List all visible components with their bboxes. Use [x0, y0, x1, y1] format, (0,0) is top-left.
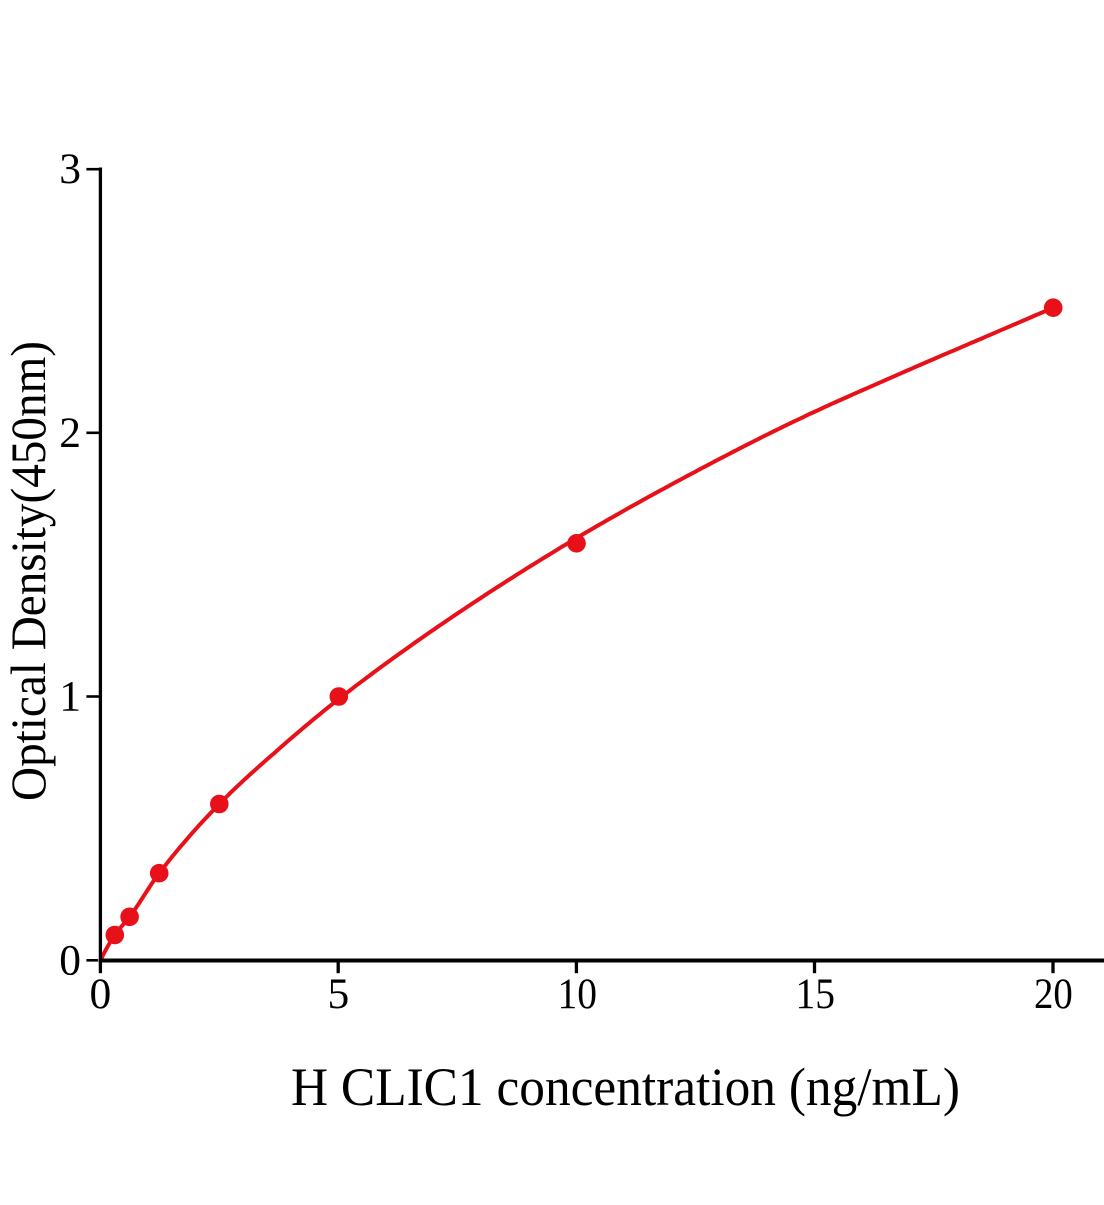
svg-text:H CLIC1 concentration (ng/mL): H CLIC1 concentration (ng/mL) [291, 1057, 960, 1117]
svg-text:2: 2 [59, 409, 81, 457]
svg-text:5: 5 [328, 970, 350, 1018]
svg-text:15: 15 [796, 970, 836, 1018]
svg-text:Optical Density(450nm): Optical Density(450nm) [0, 341, 56, 801]
svg-text:3: 3 [59, 145, 81, 193]
svg-text:10: 10 [557, 970, 597, 1018]
svg-text:1: 1 [59, 673, 81, 721]
svg-text:0: 0 [59, 936, 81, 984]
svg-text:20: 20 [1034, 970, 1073, 1018]
svg-text:0: 0 [90, 970, 112, 1018]
